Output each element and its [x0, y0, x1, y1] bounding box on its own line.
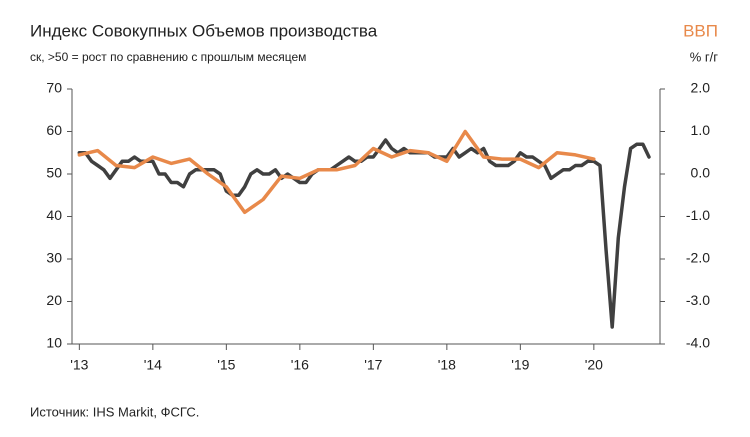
y2-tick-label: 0.0	[691, 165, 711, 181]
y2-tick-label: -2.0	[686, 250, 710, 266]
y-tick-label: 70	[46, 80, 62, 96]
x-tick-label: '13	[70, 357, 88, 373]
y2-tick-label: 1.0	[691, 122, 711, 138]
x-tick-label: '16	[291, 357, 309, 373]
y2-tick-label: -1.0	[686, 207, 710, 223]
y2-tick-label: 2.0	[691, 80, 711, 96]
x-tick-label: '19	[511, 357, 529, 373]
chart-title: Индекс Совокупных Объемов производства	[30, 21, 378, 40]
x-tick-label: '20	[585, 357, 603, 373]
x-tick-label: '18	[438, 357, 456, 373]
source-note: Источник: IHS Markit, ФСГС.	[30, 404, 199, 419]
y2-unit: % г/г	[690, 49, 719, 64]
y-tick-label: 40	[46, 207, 62, 223]
y2-title: ВВП	[683, 21, 718, 40]
series-line	[77, 138, 651, 329]
y2-tick-label: -4.0	[686, 335, 710, 351]
y2-tick-label: -3.0	[686, 292, 710, 308]
y-tick-label: 10	[46, 335, 62, 351]
y-tick-label: 30	[46, 250, 62, 266]
series-line	[77, 129, 596, 215]
x-tick-label: '14	[144, 357, 162, 373]
y-tick-label: 60	[46, 122, 62, 138]
y-tick-label: 50	[46, 165, 62, 181]
chart-subtitle: ск, >50 = рост по сравнению с прошлым ме…	[30, 50, 306, 64]
x-tick-label: '17	[364, 357, 382, 373]
x-tick-label: '15	[217, 357, 235, 373]
y-tick-label: 20	[46, 292, 62, 308]
